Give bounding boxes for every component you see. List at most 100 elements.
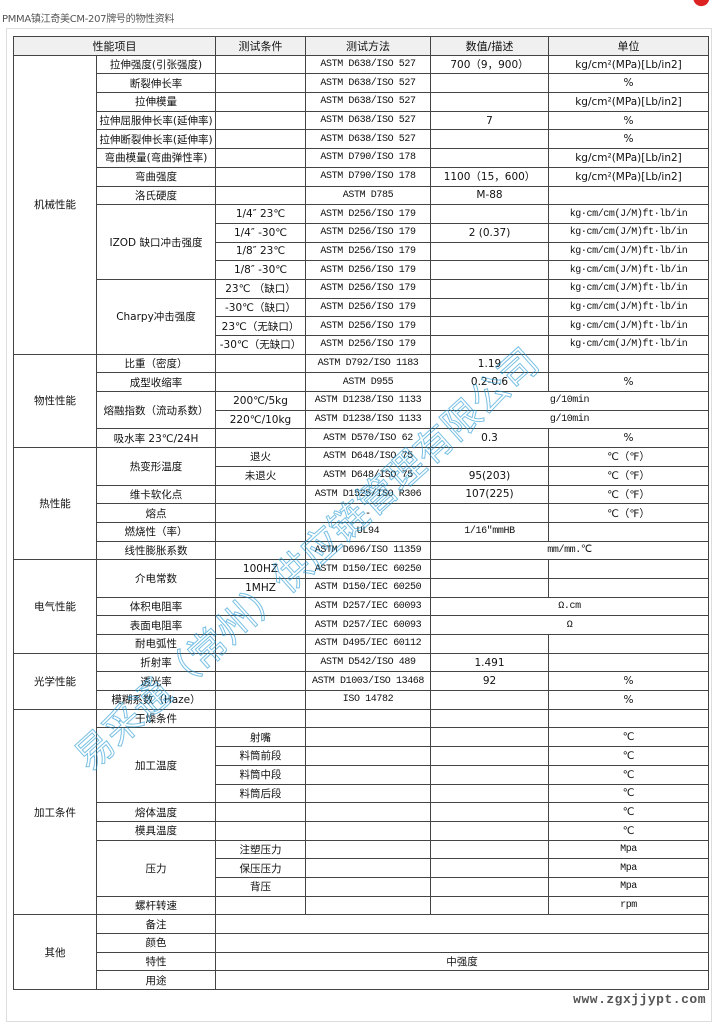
table-cell: 200℃/5kg — [215, 391, 306, 411]
table-row: 光学性能 折射率 ASTM D542/ISO 489 1.491 — [13, 652, 709, 710]
table-cell: 1/4″ 23℃ — [215, 204, 306, 224]
table-cell: ASTM D1525/ISO R306 — [305, 484, 431, 505]
table-cell: 螺杆转速 — [96, 895, 216, 916]
table-row: 模糊系数（Haze） ISO 14782% — [14, 690, 709, 710]
table-row: 物性性能 比重（密度） ASTM D792/ISO 1183 1.19 — [13, 353, 709, 449]
table-cell — [430, 559, 549, 579]
table-cell: 洛氏硬度 — [96, 185, 216, 206]
table-cell — [305, 858, 431, 878]
table-cell — [430, 858, 549, 878]
table-cell — [305, 708, 431, 729]
table-cell: 特性 — [96, 951, 216, 972]
table-cell — [430, 802, 549, 822]
table-cell: 成型收缩率 — [96, 372, 216, 393]
table-cell — [548, 708, 709, 729]
table-header-row: 性能项目 测试条件 测试方法 数值/描述 单位 — [13, 36, 709, 56]
table-cell: 断裂伸长率 — [96, 73, 216, 94]
table-cell: % — [548, 129, 709, 150]
table-cell: ASTM D570/ISO 62 — [305, 428, 431, 449]
table-cell: 1/8″ -30℃ — [215, 260, 306, 280]
table-cell — [215, 690, 306, 710]
table-cell: ASTM D955 — [305, 372, 431, 393]
table-cell — [215, 615, 306, 635]
table-cell: 加工温度 — [96, 727, 216, 804]
table-cell: ℃ — [548, 820, 709, 841]
table-cell — [430, 335, 549, 355]
table-cell — [215, 503, 306, 523]
table-cell — [215, 521, 306, 542]
table-row: 断裂伸长率 ASTM D638/ISO 527% — [14, 73, 709, 94]
table-cell: 拉伸模量 — [96, 92, 216, 112]
table-row: 料筒后段 ℃ — [14, 783, 709, 804]
table-cell: Mpa — [548, 876, 709, 897]
table-cell: 料筒前段 — [215, 746, 306, 766]
table-cell — [215, 970, 709, 991]
table-cell: Mpa — [548, 839, 709, 860]
table-cell: ASTM D638/ISO 527 — [305, 110, 431, 131]
table-cell: 未退火 — [215, 465, 306, 486]
table-cell — [548, 521, 709, 542]
table-cell: ASTM D1003/ISO 13468 — [305, 671, 431, 692]
table-cell: 弯曲强度 — [96, 166, 216, 187]
table-cell: 1/8″ 23℃ — [215, 241, 306, 262]
table-row: 颜色 — [14, 933, 709, 953]
table-cell — [430, 895, 549, 916]
table-row: 拉伸断裂伸长率(延伸率) ASTM D638/ISO 527% — [14, 129, 709, 150]
table-row: 熔融指数（流动系数） 200℃/5kg ASTM D1238/ISO 1133 g/1… — [14, 391, 709, 430]
table-cell: ℃（℉） — [548, 465, 709, 486]
table-cell: ASTM D257/IEC 60093 — [305, 615, 431, 635]
table-cell: 700（9，900） — [430, 54, 549, 75]
table-cell: ASTM D256/ISO 179 — [305, 297, 431, 318]
table-cell: 23℃ （缺口） — [215, 278, 306, 299]
table-cell: ℃（℉） — [548, 447, 709, 467]
table-cell: ISO 14782 — [305, 690, 431, 710]
table-cell — [430, 634, 549, 654]
table-cell: ASTM D648/ISO 75 — [305, 465, 431, 486]
table-cell — [430, 148, 549, 168]
table-cell: Ω — [430, 615, 709, 635]
table-row: 燃烧性（率） UL94 1/16″mmHB — [14, 521, 709, 542]
table-cell: 线性膨胀系数 — [96, 540, 216, 561]
table-row: 模具温度 ℃ — [14, 820, 709, 841]
table-cell — [215, 428, 306, 449]
table-cell: 料筒中段 — [215, 764, 306, 785]
table-cell: 1/4″ -30℃ — [215, 222, 306, 243]
table-cell: kg·cm/cm(J/M)ft·lb/in — [548, 204, 709, 224]
table-cell — [305, 746, 431, 766]
table-cell — [430, 876, 549, 897]
table-cell — [215, 895, 306, 916]
table-cell: 透光率 — [96, 671, 216, 692]
table-cell: Charpy冲击强度 — [96, 278, 216, 355]
table-cell: 中强度 — [215, 951, 709, 972]
table-row: 螺杆转速 rpm — [14, 895, 709, 916]
table-cell: 维卡软化点 — [96, 484, 216, 505]
table-cell — [215, 652, 306, 673]
table-cell: 拉伸断裂伸长率(延伸率) — [96, 129, 216, 150]
table-cell — [430, 764, 549, 785]
table-cell — [430, 278, 549, 299]
page-title: PMMA镇江奇美CM-207牌号的物性资料 — [2, 14, 175, 25]
table-row: 体积电阻率 ASTM D257/IEC 60093 Ω.cm — [14, 596, 709, 617]
table-row: 弯曲强度 ASTM D790/ISO 178 1100（15，600） kg/cm²(… — [14, 166, 709, 187]
table-row: 料筒中段 ℃ — [14, 764, 709, 785]
table-row: 未退火 ASTM D648/ISO 75 95(203) ℃（℉） — [14, 465, 709, 486]
table-cell: 干燥条件 — [96, 708, 216, 729]
table-cell: ASTM D648/ISO 75 — [305, 447, 431, 467]
table-row: 成型收缩率 ASTM D955 0.2-0.6% — [14, 372, 709, 393]
table-cell: 背压 — [215, 876, 306, 897]
table-cell — [215, 54, 306, 75]
table-cell: 107(225) — [430, 484, 549, 505]
table-row: 加工温度 射嘴 ℃ — [14, 727, 709, 804]
table-cell — [430, 92, 549, 112]
table-cell: 加工条件 — [13, 708, 97, 916]
table-cell: ASTM D256/ISO 179 — [305, 260, 431, 280]
table-cell: g/10min — [430, 391, 709, 411]
table-cell: 7 — [430, 110, 549, 131]
table-cell: -30℃（无缺口） — [215, 335, 306, 355]
table-cell — [430, 129, 549, 150]
table-cell — [215, 634, 306, 654]
table-cell — [305, 895, 431, 916]
table-cell: 23℃（无缺口） — [215, 316, 306, 336]
table-cell — [305, 876, 431, 897]
table-row: 热性能 热变形温度 退火 ASTM D648/ISO 75 ℃（℉） — [13, 447, 709, 561]
